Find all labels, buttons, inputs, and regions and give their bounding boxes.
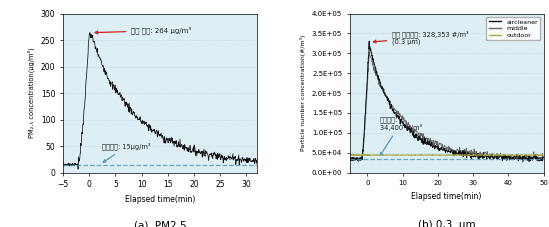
aircleaner [390,108,396,110]
Legend: aircleaner, middle, outdoor: aircleaner, middle, outdoor [486,17,540,40]
Line: outdoor: outdoor [350,154,544,156]
middle [366,51,372,54]
outdoor [377,153,383,156]
outdoor [389,154,396,157]
middle [402,119,409,122]
Text: 배경농도:
34,400 #/m³: 배경농도: 34,400 #/m³ [380,116,422,155]
middle [540,156,547,159]
Text: (a)  PM2.5: (a) PM2.5 [133,220,186,227]
middle [368,57,375,60]
aircleaner [368,51,375,54]
aircleaner [526,160,533,163]
aircleaner [346,156,353,159]
outdoor [500,154,506,157]
Line: middle: middle [350,52,544,162]
X-axis label: Elapsed time(min): Elapsed time(min) [125,195,195,204]
outdoor [346,154,353,157]
Line: aircleaner: aircleaner [350,41,544,161]
Text: 배경농도: 15μg/m³: 배경농도: 15μg/m³ [103,143,151,162]
Text: (b) 0,3  μm: (b) 0,3 μm [418,220,475,227]
outdoor [540,153,547,156]
aircleaner [387,107,394,110]
middle [346,158,353,161]
Text: 최대 개수농도: 328,353 #/m³
(0.3 μm): 최대 개수농도: 328,353 #/m³ (0.3 μm) [373,30,469,45]
middle [387,100,394,103]
aircleaner [435,147,441,150]
outdoor [368,154,374,157]
middle [519,161,526,163]
aircleaner [377,81,383,84]
X-axis label: Elapsed time(min): Elapsed time(min) [411,192,482,201]
aircleaner [402,126,409,128]
aircleaner [540,156,547,158]
middle [390,104,396,107]
aircleaner [366,40,372,42]
outdoor [402,154,408,156]
middle [435,145,441,147]
outdoor [418,153,424,156]
middle [377,82,383,85]
outdoor [386,154,393,156]
Y-axis label: Particle number concentration(#/m³): Particle number concentration(#/m³) [300,35,306,151]
outdoor [435,154,441,156]
Y-axis label: PM₂.₅ concentration(μg/m³): PM₂.₅ concentration(μg/m³) [28,48,35,138]
Text: 최대 농도: 264 μg/m³: 최대 농도: 264 μg/m³ [95,27,191,34]
